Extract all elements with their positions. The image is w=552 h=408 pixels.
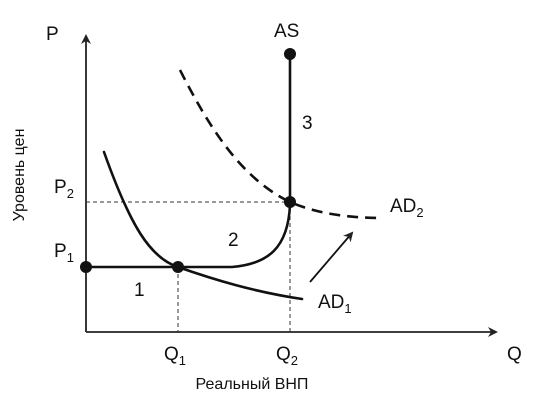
label-p1: P1 [54, 241, 74, 265]
label-ad1: AD1 [318, 292, 352, 316]
y-axis-symbol: P [46, 24, 59, 45]
label-q2: Q2 [276, 344, 298, 368]
label-as: AS [274, 21, 299, 42]
ad1-curve [102, 150, 304, 301]
point-equilibrium-2 [284, 196, 296, 208]
segment-1-label: 1 [134, 280, 145, 301]
point-equilibrium-1 [172, 261, 184, 273]
segment-3-label: 3 [302, 113, 313, 134]
shift-arrow [309, 231, 354, 283]
ad2-curve [178, 69, 383, 220]
x-axis-symbol: Q [507, 344, 522, 365]
label-q1: Q1 [164, 344, 186, 368]
x-axis-title: Реальный ВНП [196, 376, 309, 393]
as-curve [84, 52, 292, 269]
segment-2-label: 2 [228, 230, 239, 251]
label-ad2: AD2 [390, 196, 424, 220]
y-axis-title: Уровень цен [11, 129, 28, 222]
point-p1 [80, 261, 92, 273]
label-p2: P2 [54, 177, 74, 201]
point-as-top [284, 48, 296, 60]
